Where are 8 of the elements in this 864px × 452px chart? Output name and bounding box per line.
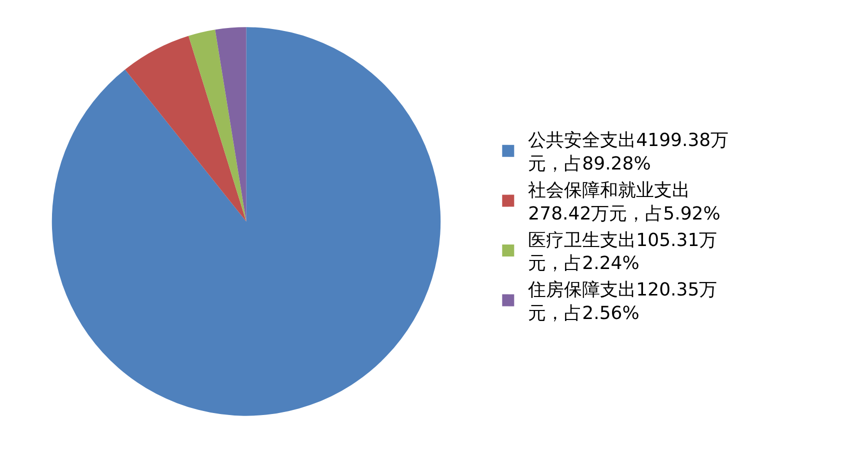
pie-slice [125, 36, 246, 222]
legend-label: 医疗卫生支出105.31万元，占2.24% [528, 230, 718, 274]
pie-slice [188, 30, 246, 222]
legend-label: 住房保障支出120.35万元，占2.56% [527, 280, 718, 324]
pie-slice [52, 27, 440, 416]
legend-label: 公共安全支出4199.38万元，占89.28% [528, 130, 729, 175]
legend-label: 社会保障和就业支出278.42万元，占5.92% [528, 180, 720, 224]
pie-slice [215, 27, 246, 222]
